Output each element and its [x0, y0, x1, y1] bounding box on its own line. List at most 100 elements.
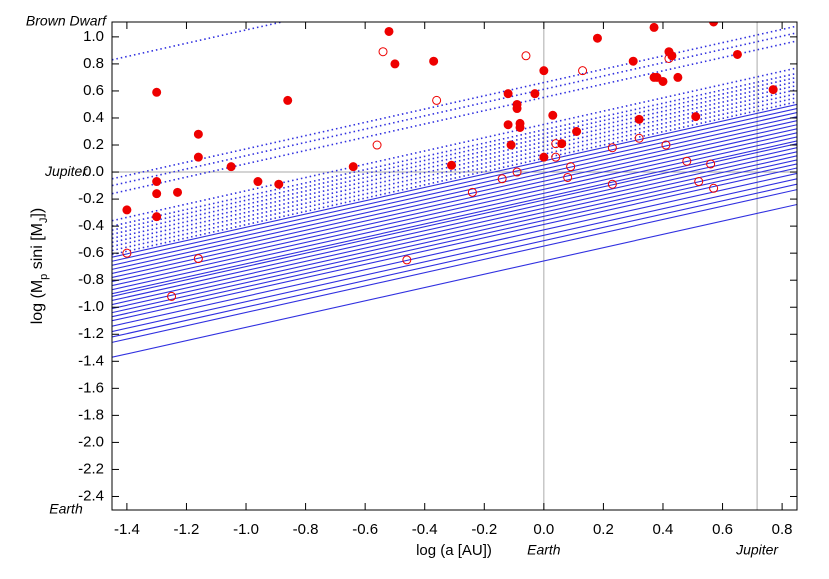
- x-tick-label: -0.2: [471, 521, 497, 538]
- planet-point: [682, 156, 692, 166]
- planet-point: [429, 56, 439, 66]
- limit-line: [112, 112, 797, 266]
- planet-point: [167, 291, 177, 301]
- x-tick-label: 0.6: [712, 521, 733, 538]
- x-annotation: Jupiter: [735, 542, 779, 558]
- planet-point: [628, 56, 638, 66]
- planet-point: [390, 59, 400, 69]
- x-tick-label: -1.4: [114, 521, 140, 538]
- planet-point: [432, 95, 442, 105]
- y-axis-label-part: log (M: [29, 280, 46, 324]
- y-tick-label: -2.0: [78, 433, 104, 450]
- limit-line: [112, 189, 797, 343]
- planet-point: [173, 187, 183, 197]
- planet-point: [768, 85, 778, 95]
- planet-point: [506, 140, 516, 150]
- planet-point: [274, 179, 284, 189]
- planet-point: [664, 53, 674, 63]
- limit-line: [112, 143, 797, 297]
- limit-line: [112, 116, 797, 270]
- limit-line: [112, 124, 797, 279]
- planet-point: [152, 189, 162, 199]
- y-tick-label: -1.0: [78, 298, 104, 315]
- y-tick-label: -1.8: [78, 406, 104, 423]
- planet-point: [503, 120, 513, 130]
- planet-point: [515, 122, 525, 132]
- x-tick-label: -1.0: [233, 521, 259, 538]
- planet-point: [193, 129, 203, 139]
- limit-line: [112, 159, 797, 314]
- limit-line: [112, 128, 797, 283]
- y-tick-label: -2.4: [78, 487, 104, 504]
- planet-point: [539, 66, 549, 76]
- planet-point: [512, 104, 522, 114]
- planet-point: [384, 26, 394, 36]
- y-tick-label: 1.0: [83, 28, 104, 45]
- planet-point: [372, 140, 382, 150]
- planet-point: [551, 152, 561, 162]
- planet-point: [658, 76, 668, 86]
- planet-point: [578, 66, 588, 76]
- y-axis-label-part: sini [M: [29, 223, 46, 274]
- planet-point: [122, 205, 132, 215]
- planet-point: [122, 248, 132, 258]
- planet-point: [447, 160, 457, 170]
- y-annotation: Jupiter: [44, 163, 88, 179]
- y-tick-label: 0.0: [83, 163, 104, 180]
- limit-line: [112, 132, 797, 287]
- planet-point: [563, 172, 573, 182]
- planet-point: [592, 33, 602, 43]
- planet-point: [548, 110, 558, 120]
- y-tick-label: 0.4: [83, 109, 104, 126]
- planet-point: [253, 177, 263, 187]
- x-tick-label: 0.4: [653, 521, 674, 538]
- planet-point: [402, 255, 412, 265]
- y-tick-label: -0.6: [78, 244, 104, 261]
- limit-line: [112, 147, 797, 302]
- planet-point: [152, 212, 162, 222]
- limit-line: [112, 107, 797, 262]
- x-tick-label: 0.8: [772, 521, 793, 538]
- limit-line: [112, 155, 797, 310]
- x-tick-label: -0.6: [352, 521, 378, 538]
- limit-line: [112, 172, 797, 327]
- limit-line: [112, 203, 797, 358]
- planet-point: [691, 112, 701, 122]
- plot-area: [112, 22, 797, 510]
- y-tick-label: -0.8: [78, 271, 104, 288]
- y-tick-label: 0.6: [83, 82, 104, 99]
- planet-point: [551, 139, 561, 149]
- planet-point: [503, 89, 513, 99]
- limit-line: [112, 120, 797, 274]
- planet-point: [539, 152, 549, 162]
- planet-point: [566, 162, 576, 172]
- planet-point: [732, 49, 742, 59]
- limit-line: [112, 103, 797, 258]
- y-tick-label: -0.2: [78, 190, 104, 207]
- planet-point: [607, 143, 617, 153]
- planet-point: [709, 183, 719, 193]
- y-axis-label-part: ]): [29, 208, 46, 218]
- planet-point: [512, 167, 522, 177]
- planet-point: [634, 114, 644, 124]
- planet-point: [348, 162, 358, 172]
- planet-point: [152, 87, 162, 97]
- planet-point: [709, 22, 719, 27]
- planet-point: [193, 254, 203, 264]
- y-tick-label: -1.6: [78, 379, 104, 396]
- y-tick-label: 0.8: [83, 55, 104, 72]
- planet-point: [634, 133, 644, 143]
- planet-point: [607, 179, 617, 189]
- x-tick-label: -1.2: [174, 521, 200, 538]
- y-annotation: Earth: [49, 501, 83, 517]
- planet-point: [283, 95, 293, 105]
- limit-line: [112, 178, 797, 333]
- x-tick-label: -0.4: [412, 521, 438, 538]
- y-tick-label: -2.2: [78, 460, 104, 477]
- y-axis-label: log (Mp sini [MJ]): [29, 208, 50, 325]
- planet-point: [226, 162, 236, 172]
- planet-point: [530, 89, 540, 99]
- planet-point: [694, 177, 704, 187]
- planet-point: [649, 22, 659, 32]
